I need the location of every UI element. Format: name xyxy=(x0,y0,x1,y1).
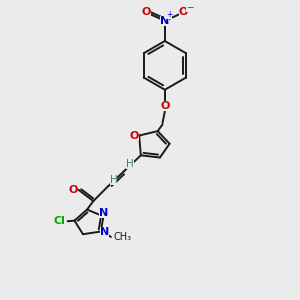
Text: N: N xyxy=(99,208,108,218)
Text: H: H xyxy=(110,175,117,185)
Text: +: + xyxy=(166,10,172,19)
Text: N: N xyxy=(160,16,170,26)
Text: O: O xyxy=(129,130,139,140)
Text: O: O xyxy=(142,8,151,17)
Text: H: H xyxy=(126,159,134,169)
Text: −: − xyxy=(186,3,194,12)
Text: O: O xyxy=(160,101,170,111)
Text: CH₃: CH₃ xyxy=(113,232,131,242)
Text: N: N xyxy=(100,226,109,236)
Text: O: O xyxy=(68,185,78,195)
Text: O: O xyxy=(178,8,188,17)
Text: Cl: Cl xyxy=(54,216,65,226)
